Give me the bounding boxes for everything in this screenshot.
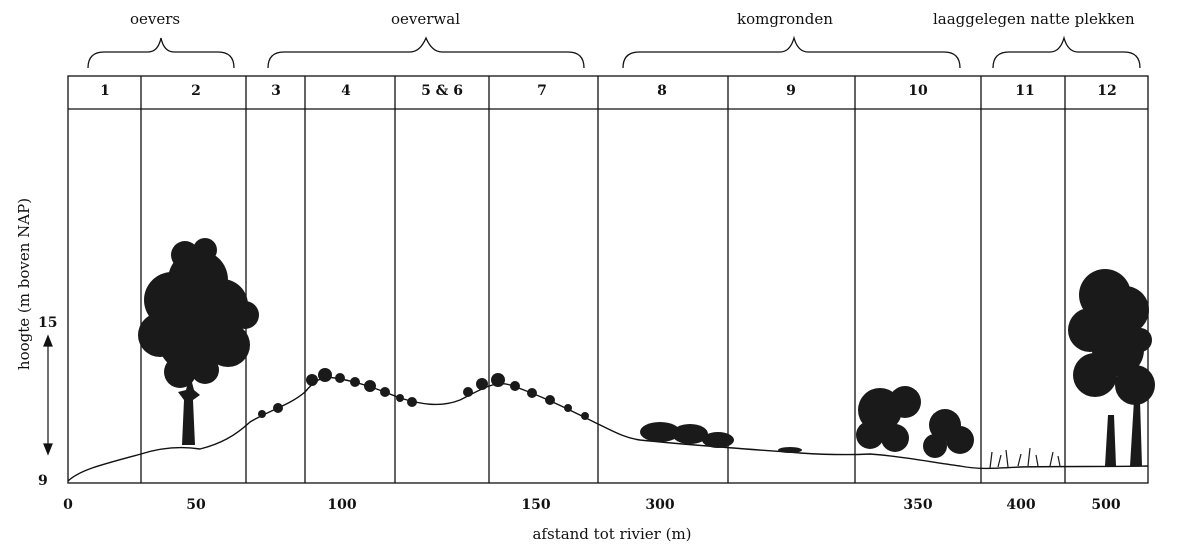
column-number: 11 (1015, 83, 1035, 99)
column-number: 4 (341, 83, 351, 99)
x-tick-label: 50 (186, 497, 206, 513)
zone-label-laaggelegen: laaggelegen natte plekken (933, 10, 1135, 28)
shrub-icon (258, 368, 589, 420)
brace-oeverwal (267, 36, 585, 69)
x-tick-label: 400 (1006, 497, 1036, 513)
zone-label-oevers: oevers (130, 10, 181, 28)
up-down-arrow-icon (43, 334, 53, 456)
ground-profile-line (67, 376, 1149, 482)
profile-frame (67, 75, 1149, 484)
column-number: 7 (537, 83, 547, 99)
column-number: 8 (657, 83, 667, 99)
column-number: 2 (191, 83, 201, 99)
x-tick-label: 500 (1091, 497, 1121, 513)
column-number: 12 (1097, 83, 1117, 99)
x-tick-label: 300 (645, 497, 675, 513)
y-axis-label: hoogte (m boven NAP) (15, 197, 33, 371)
tree-icon (138, 238, 259, 445)
column-number: 5 & 6 (421, 83, 463, 99)
reed-icon (989, 447, 1061, 469)
x-tick-label: 0 (63, 497, 73, 513)
brace-komgronden (622, 35, 961, 69)
x-tick-label: 100 (327, 497, 357, 513)
y-tick-label: 9 (38, 473, 48, 489)
zone-label-oeverwal: oeverwal (391, 10, 461, 28)
column-number: 3 (271, 83, 281, 99)
y-tick-label: 15 (38, 315, 58, 331)
column-number: 9 (786, 83, 796, 99)
shrub-icon (856, 386, 974, 458)
x-tick-label: 150 (521, 497, 551, 513)
brace-oevers (87, 37, 235, 69)
shrub-icon (640, 422, 802, 453)
column-number: 10 (908, 83, 928, 99)
x-axis-label: afstand tot rivier (m) (532, 525, 692, 543)
x-tick-label: 350 (903, 497, 933, 513)
zone-label-komgronden: komgronden (737, 10, 833, 28)
tree-icon (1068, 269, 1155, 466)
column-number: 1 (100, 83, 110, 99)
brace-laaggelegen (992, 35, 1141, 69)
